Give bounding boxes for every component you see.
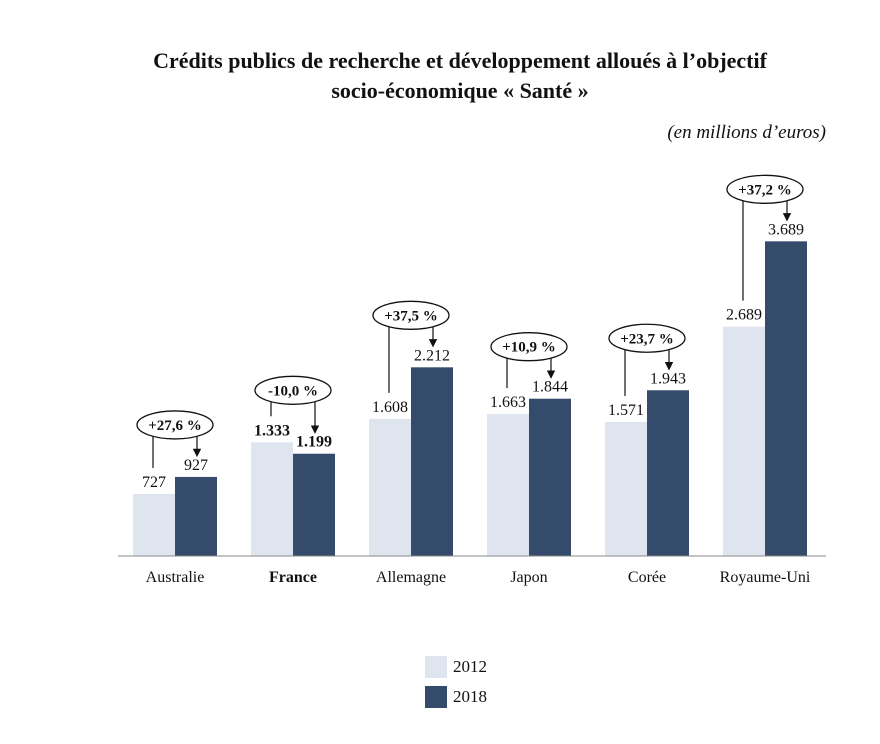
bar-japon-2018	[529, 398, 571, 556]
legend-swatch-2018	[425, 686, 447, 708]
legend: 2012 2018	[425, 652, 487, 712]
category-label-australie: Australie	[146, 569, 205, 586]
change-bubble-allemagne	[372, 300, 450, 330]
category-label-royaume-uni: Royaume-Uni	[720, 569, 811, 586]
legend-swatch-2012	[425, 656, 447, 678]
change-label-coree: +23,7 %	[620, 331, 674, 347]
value-label-coree-2018: 1.943	[650, 370, 686, 387]
bar-coree-2018	[647, 390, 689, 556]
bar-australie-2012	[133, 493, 175, 556]
bar-allemagne-2018	[411, 367, 453, 556]
value-label-allemagne-2018: 2.212	[414, 347, 450, 364]
change-label-japon: +10,9 %	[502, 340, 556, 356]
legend-label-2012: 2012	[453, 657, 487, 676]
bar-france-2012	[251, 442, 293, 556]
value-label-australie-2018: 927	[184, 457, 208, 474]
bar-allemagne-2012	[369, 418, 411, 556]
value-label-france-2018: 1.199	[296, 434, 332, 451]
bar-japon-2012	[487, 414, 529, 556]
change-label-allemagne: +37,5 %	[384, 308, 438, 324]
bar-royaume-uni-2012	[723, 326, 765, 556]
bar-coree-2012	[605, 421, 647, 556]
value-label-australie-2012: 727	[142, 474, 166, 491]
change-bubble-france	[254, 375, 332, 405]
category-label-coree: Corée	[628, 569, 666, 586]
chart-title-line1: Crédits publics de recherche et développ…	[153, 48, 767, 73]
change-bubble-royaume-uni	[726, 174, 804, 204]
value-label-coree-2012: 1.571	[608, 402, 644, 419]
category-label-allemagne: Allemagne	[376, 569, 446, 586]
unit-label: (en millions d’euros)	[667, 122, 826, 143]
value-label-france-2012: 1.333	[254, 422, 290, 439]
change-bubble-australie	[136, 410, 214, 440]
change-bubble-japon	[490, 332, 568, 362]
value-label-royaume-uni-2012: 2.689	[726, 307, 762, 324]
change-label-australie: +27,6 %	[148, 418, 202, 434]
bar-australie-2018	[175, 476, 217, 556]
category-label-france: France	[269, 569, 317, 586]
bar-france-2018	[293, 453, 335, 556]
change-label-france: -10,0 %	[268, 383, 318, 399]
category-label-japon: Japon	[510, 569, 547, 586]
chart-title: Crédits publics de recherche et développ…	[40, 46, 880, 106]
legend-label-2018: 2018	[453, 687, 487, 706]
value-label-japon-2018: 1.844	[532, 379, 568, 396]
legend-item-2012: 2012	[425, 652, 487, 682]
value-label-royaume-uni-2018: 3.689	[768, 221, 804, 238]
value-label-allemagne-2012: 1.608	[372, 399, 408, 416]
bar-royaume-uni-2018	[765, 241, 807, 556]
change-label-royaume-uni: +37,2 %	[738, 182, 792, 198]
change-bubble-coree	[608, 323, 686, 353]
chart-title-line2: socio-économique « Santé »	[331, 78, 589, 103]
legend-item-2018: 2018	[425, 682, 487, 712]
value-label-japon-2012: 1.663	[490, 394, 526, 411]
